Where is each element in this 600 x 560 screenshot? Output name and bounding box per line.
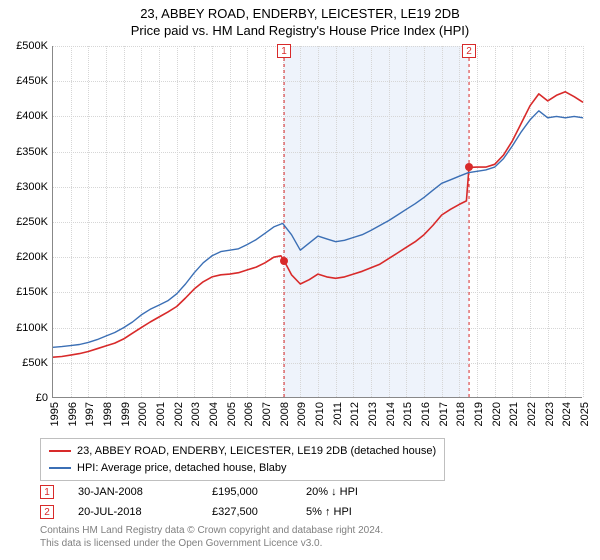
marker-delta-pct-1: 20%: [306, 486, 328, 498]
x-axis-label: 2020: [491, 402, 503, 426]
marker-delta-suffix-1: HPI: [340, 486, 358, 498]
x-axis-label: 2015: [402, 402, 414, 426]
credit-line-2: This data is licensed under the Open Gov…: [40, 537, 383, 550]
sale-marker-badge: 1: [277, 44, 291, 58]
title-address: 23, ABBEY ROAD, ENDERBY, LEICESTER, LE19…: [0, 6, 600, 23]
x-axis-label: 2003: [190, 402, 202, 426]
x-axis-label: 2012: [349, 402, 361, 426]
x-axis-label: 2007: [261, 402, 273, 426]
x-axis-label: 2010: [314, 402, 326, 426]
title-subtitle: Price paid vs. HM Land Registry's House …: [0, 23, 600, 40]
title-block: 23, ABBEY ROAD, ENDERBY, LEICESTER, LE19…: [0, 0, 600, 40]
x-axis-label: 2014: [385, 402, 397, 426]
y-axis-label: £100K: [16, 322, 48, 334]
x-axis-label: 2022: [526, 402, 538, 426]
x-axis-label: 2024: [561, 402, 573, 426]
arrow-up-icon: ↑: [325, 506, 331, 518]
x-axis-label: 2008: [279, 402, 291, 426]
credit-line-1: Contains HM Land Registry data © Crown c…: [40, 524, 383, 537]
x-axis-label: 2013: [367, 402, 379, 426]
x-axis-label: 1997: [84, 402, 96, 426]
x-axis-label: 1995: [49, 402, 61, 426]
y-axis-label: £50K: [22, 357, 48, 369]
marker-table: 1 30-JAN-2008 £195,000 20% ↓ HPI 2 20-JU…: [40, 482, 396, 522]
x-axis-label: 2025: [579, 402, 591, 426]
marker-row-2: 2 20-JUL-2018 £327,500 5% ↑ HPI: [40, 502, 396, 522]
y-axis-label: £300K: [16, 181, 48, 193]
x-axis-label: 2021: [508, 402, 520, 426]
y-axis-label: £150K: [16, 286, 48, 298]
series-property: [53, 92, 583, 357]
x-axis-label: 2018: [455, 402, 467, 426]
marker-date-1: 30-JAN-2008: [78, 486, 188, 498]
legend-row-hpi: HPI: Average price, detached house, Blab…: [49, 460, 436, 477]
marker-price-1: £195,000: [212, 486, 282, 498]
chart-area: £0£50K£100K£150K£200K£250K£300K£350K£400…: [52, 46, 582, 398]
y-axis-label: £450K: [16, 75, 48, 87]
legend-row-property: 23, ABBEY ROAD, ENDERBY, LEICESTER, LE19…: [49, 443, 436, 460]
arrow-down-icon: ↓: [331, 486, 337, 498]
page: 23, ABBEY ROAD, ENDERBY, LEICESTER, LE19…: [0, 0, 600, 560]
x-axis-label: 2023: [544, 402, 556, 426]
legend: 23, ABBEY ROAD, ENDERBY, LEICESTER, LE19…: [40, 438, 445, 481]
x-axis-label: 2004: [208, 402, 220, 426]
marker-badge-1: 1: [40, 485, 54, 499]
y-axis-label: £250K: [16, 216, 48, 228]
credit-block: Contains HM Land Registry data © Crown c…: [40, 524, 383, 550]
x-axis-label: 1998: [102, 402, 114, 426]
marker-delta-1: 20% ↓ HPI: [306, 486, 396, 498]
x-axis-label: 2009: [296, 402, 308, 426]
chart-svg: [53, 46, 583, 398]
legend-label-property: 23, ABBEY ROAD, ENDERBY, LEICESTER, LE19…: [77, 443, 436, 460]
marker-row-1: 1 30-JAN-2008 £195,000 20% ↓ HPI: [40, 482, 396, 502]
sale-marker-badge: 2: [462, 44, 476, 58]
y-axis-label: £350K: [16, 146, 48, 158]
legend-swatch-hpi: [49, 467, 71, 469]
x-axis-label: 2002: [173, 402, 185, 426]
gridline-v: [583, 46, 584, 397]
marker-price-2: £327,500: [212, 506, 282, 518]
y-axis-label: £400K: [16, 110, 48, 122]
x-axis-label: 2017: [438, 402, 450, 426]
sale-point-dot: [280, 257, 288, 265]
x-axis-label: 1999: [120, 402, 132, 426]
x-axis-label: 2005: [226, 402, 238, 426]
x-axis-label: 2011: [332, 402, 344, 426]
marker-date-2: 20-JUL-2018: [78, 506, 188, 518]
y-axis-label: £500K: [16, 40, 48, 52]
legend-swatch-property: [49, 450, 71, 452]
sale-point-dot: [465, 163, 473, 171]
marker-delta-2: 5% ↑ HPI: [306, 506, 396, 518]
x-axis-label: 2000: [137, 402, 149, 426]
x-axis-label: 2006: [243, 402, 255, 426]
y-axis-label: £200K: [16, 251, 48, 263]
y-axis-label: £0: [36, 392, 48, 404]
marker-badge-2: 2: [40, 505, 54, 519]
marker-delta-pct-2: 5%: [306, 506, 322, 518]
marker-delta-suffix-2: HPI: [334, 506, 352, 518]
series-hpi: [53, 111, 583, 347]
x-axis-label: 2001: [155, 402, 167, 426]
x-axis-label: 1996: [67, 402, 79, 426]
legend-label-hpi: HPI: Average price, detached house, Blab…: [77, 460, 287, 477]
x-axis-label: 2019: [473, 402, 485, 426]
x-axis-label: 2016: [420, 402, 432, 426]
